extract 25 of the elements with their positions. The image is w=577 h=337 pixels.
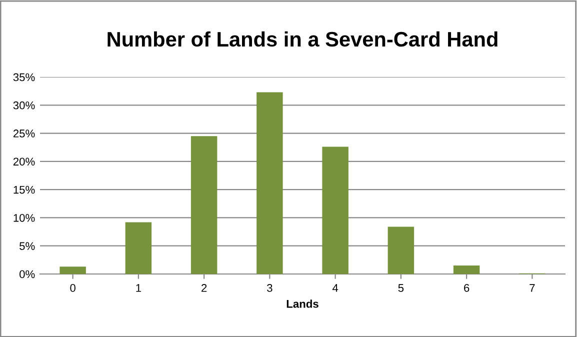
x-tick-label: 2: [202, 284, 207, 292]
chart-title: Number of Lands in a Seven-Card Hand: [108, 31, 498, 47]
y-tick-label: 20%: [13, 158, 35, 166]
y-tick-label: 0%: [20, 270, 35, 278]
x-tick-label: 5: [398, 284, 404, 292]
x-tick-label: 0: [70, 284, 76, 292]
x-axis-title: Lands: [286, 300, 318, 308]
bar: [256, 92, 283, 274]
y-tick-label: 15%: [14, 186, 35, 194]
x-tick-label: 4: [332, 284, 338, 292]
bar: [388, 226, 414, 274]
bar: [125, 222, 152, 274]
y-tick-label: 25%: [13, 130, 35, 138]
x-tick-label: 3: [267, 284, 272, 292]
x-tick-label: 6: [464, 284, 470, 292]
bar: [190, 136, 218, 274]
y-tick-label: 30%: [13, 101, 35, 110]
bar: [60, 266, 86, 274]
bar: [322, 146, 348, 274]
y-tick-label: 10%: [14, 214, 35, 222]
bar: [453, 266, 480, 274]
y-tick-label: 5%: [20, 242, 35, 250]
y-tick-label: 35%: [13, 73, 35, 82]
x-tick-label: 1: [136, 284, 141, 292]
x-tick-label: 7: [530, 284, 535, 292]
